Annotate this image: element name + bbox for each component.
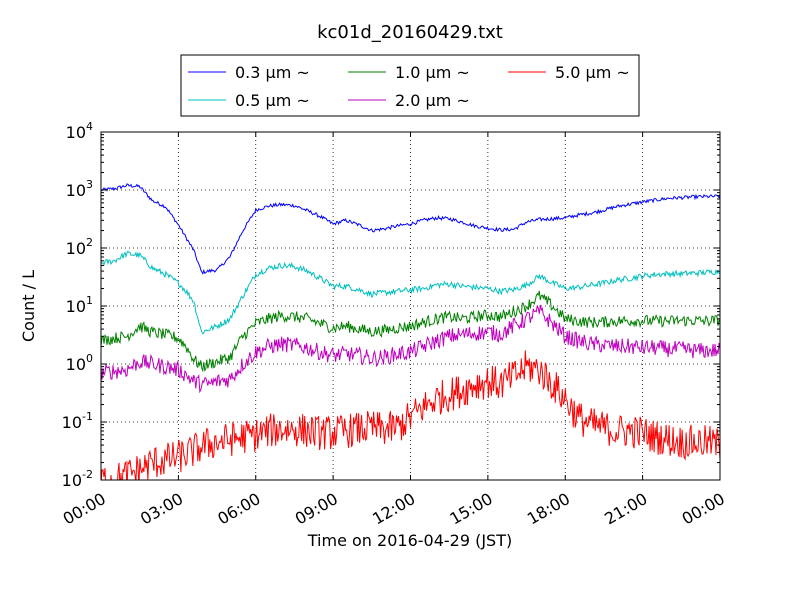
y-tick-label: 10-1 <box>62 410 93 432</box>
y-tick-label: 100 <box>66 352 93 374</box>
legend: 0.3 μm ~ 0.5 μm ~ 1.0 μm ~ 2.0 μm ~ 5.0 μm ~ <box>180 54 640 117</box>
legend-label: 2.0 μm ~ <box>395 91 470 110</box>
x-axis-label: Time on 2016-04-29 (JST) <box>307 531 512 550</box>
series-line-1-0 <box>101 290 720 373</box>
series-line-5-0 <box>101 350 720 480</box>
legend-label: 0.3 μm ~ <box>235 63 310 82</box>
y-axis-label: Count / L <box>19 270 38 342</box>
y-tick-label: 103 <box>66 178 93 200</box>
legend-label: 0.5 μm ~ <box>235 91 310 110</box>
series-line-0-3 <box>101 183 720 275</box>
y-tick-label: 102 <box>66 236 93 258</box>
series-layer <box>101 183 720 480</box>
chart-title: kc01d_20160429.txt <box>317 22 503 43</box>
legend-label: 1.0 μm ~ <box>395 63 470 82</box>
legend-label: 5.0 μm ~ <box>555 63 630 82</box>
y-tick-label: 101 <box>66 294 93 316</box>
series-line-0-5 <box>101 250 720 335</box>
y-tick-label: 104 <box>66 120 93 142</box>
y-tick-label: 10-2 <box>62 468 93 490</box>
series-line-2-0 <box>101 304 720 394</box>
